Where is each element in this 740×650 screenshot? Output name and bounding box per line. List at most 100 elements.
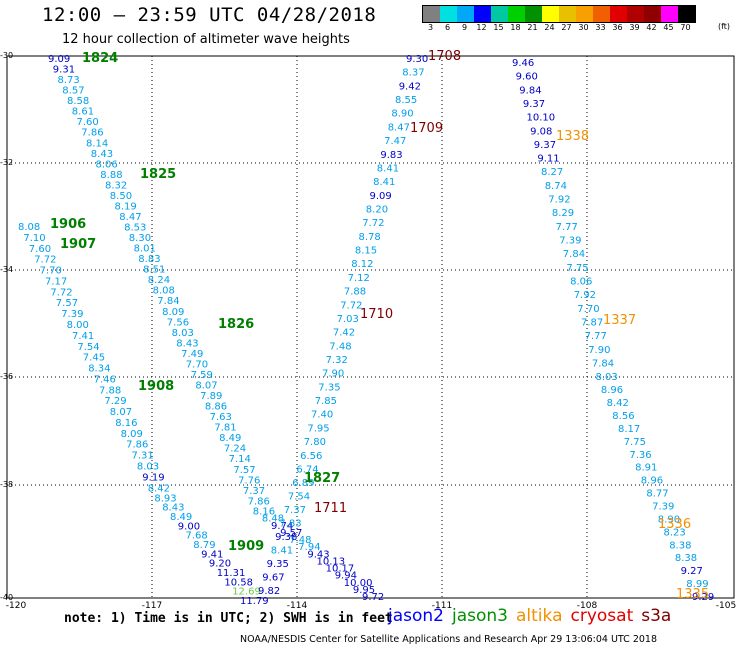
pass-label: 1907 [60,237,96,252]
satellite-legend: jason2 jason3 altika cryosat s3a [388,606,679,626]
longitude-label: -117 [141,601,163,611]
wave-height-value: 7.47 [384,136,406,147]
wave-height-value: 8.27 [541,167,563,178]
wave-height-value: 8.43 [176,338,198,349]
wave-height-value: 7.32 [326,355,348,366]
wave-height-value: 7.48 [329,341,351,352]
wave-height-value: 6.74 [296,465,318,476]
wave-height-value: 7.75 [624,437,646,448]
wave-height-value: 8.49 [219,433,241,444]
wave-height-value: 7.39 [652,502,674,513]
color-scale-unit: (ft) [718,22,731,31]
wave-height-value: 7.49 [181,349,203,360]
wave-height-value: 7.41 [72,331,94,342]
wave-height-value: 9.42 [399,81,421,92]
wave-height-value: 8.43 [91,149,113,160]
legend-jason3: jason3 [452,606,508,626]
pass-label: 1909 [228,539,264,554]
latitude-label: -32 [0,158,14,167]
color-scale-label: 33 [595,23,606,32]
wave-height-value: 7.59 [191,370,213,381]
pass-label: 1335 [676,587,709,602]
wave-height-value: 9.41 [201,549,223,560]
color-scale-label: 6 [444,23,451,32]
wave-height-value: 7.54 [77,342,99,353]
wave-height-value: 8.58 [67,96,89,107]
pass-label: 1827 [304,471,340,486]
wave-height-value: 8.03 [137,462,159,473]
wave-height-value: 8.06 [96,159,118,170]
wave-height-value: 8.15 [355,246,377,257]
wave-height-value: 8.34 [88,364,110,375]
wave-height-value: 7.88 [99,385,121,396]
wave-height-value: 7.03 [337,314,359,325]
color-scale-label: 21 [527,23,538,32]
wave-height-value: 9.43 [307,549,329,560]
wave-height-value: 10.17 [326,564,355,575]
wave-height-value: 7.42 [333,328,355,339]
wave-height-value: 9.19 [142,472,164,483]
wave-height-value: 7.86 [248,496,270,507]
wave-height-value: 8.42 [607,398,629,409]
wave-height-value: 8.96 [601,385,623,396]
wave-height-value: 8.43 [162,503,184,514]
wave-height-value: 9.20 [209,559,231,570]
wave-height-value: 8.61 [72,107,94,118]
wave-height-value: 9.09 [48,54,70,65]
wave-height-value: 7.77 [585,331,607,342]
wave-height-value: 9.94 [335,571,357,582]
wave-height-value: 8.07 [195,381,217,392]
wave-height-value: 7.29 [104,396,126,407]
wave-height-value: 8.56 [612,411,634,422]
pass-label: 1708 [428,49,461,64]
pass-labels: 1824 1825 1826 1827 1906 1907 1908 1909 1708 1709… [50,49,709,602]
wave-height-value: 7.70 [40,266,62,277]
pass-label: 1825 [140,167,176,182]
wave-height-value: 9.35 [267,559,289,570]
wave-height-value: 8.51 [143,265,165,276]
wave-height-value: 8.17 [618,424,640,435]
legend-jason2: jason2 [388,606,444,626]
wave-height-value: 8.32 [105,180,127,191]
pass-label: 1824 [82,51,118,66]
latitude-label: -38 [0,480,14,489]
wave-height-value: 8.41 [377,164,399,175]
wave-height-value: 7.84 [592,358,614,369]
wave-height-value: 9.09 [370,191,392,202]
wave-height-value: 8.90 [391,109,413,120]
wave-height-value: 8.08 [18,222,40,233]
wave-height-value: 7.80 [304,437,326,448]
wave-height-value: 7.84 [563,249,585,260]
wave-height-value: 7.72 [340,300,362,311]
wave-height-value: 10.13 [317,556,346,567]
wave-height-value: 7.10 [23,233,45,244]
pass-label: 1711 [314,501,347,516]
longitude-label: -108 [576,601,598,611]
wave-height-value: 6.56 [300,451,322,462]
wave-height-value: 9.60 [516,72,538,83]
page-subtitle: 12 hour collection of altimeter wave hei… [62,32,350,47]
wave-height-values: 9.099.318.738.578.588.617.607.868.148.43… [18,54,714,607]
wave-height-value: 7.81 [214,423,236,434]
wave-height-value: 7.70 [577,304,599,315]
wave-height-value: 7.60 [29,244,51,255]
color-scale-label: 39 [629,23,640,32]
wave-height-value: 7.24 [224,444,246,455]
wave-height-value: 7.90 [322,369,344,380]
wave-height-value: 7.14 [229,454,251,465]
wave-height-value: 9.95 [353,585,375,596]
wave-height-value: 8.86 [205,402,227,413]
pass-label: 1337 [603,313,636,328]
wave-height-value: 11.79 [240,596,269,607]
wave-height-value: 7.75 [566,263,588,274]
wave-height-value: 8.55 [395,95,417,106]
wave-height-value: 9.08 [530,126,552,137]
wave-height-value: 7.90 [588,345,610,356]
color-scale-label: 24 [544,23,555,32]
wave-height-value: 7.57 [233,465,255,476]
wave-height-value: 7.56 [167,317,189,328]
page-title: 12:00 – 23:59 UTC 04/28/2018 [42,4,377,26]
color-swatch [508,6,525,22]
wave-height-value: 7.17 [45,276,67,287]
